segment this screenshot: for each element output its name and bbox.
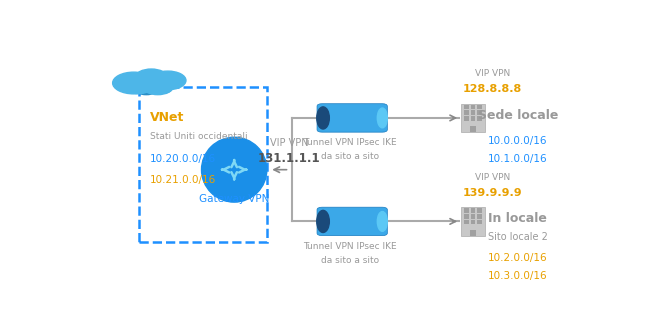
Text: 128.8.8.8: 128.8.8.8 bbox=[463, 84, 522, 94]
Ellipse shape bbox=[317, 210, 329, 233]
Text: In locale: In locale bbox=[489, 212, 548, 225]
Text: 10.21.0.0/16: 10.21.0.0/16 bbox=[150, 175, 216, 185]
Bar bbox=[477, 116, 481, 121]
Circle shape bbox=[126, 80, 152, 94]
Text: 10.3.0.0/16: 10.3.0.0/16 bbox=[488, 271, 548, 281]
Bar bbox=[461, 104, 485, 132]
FancyBboxPatch shape bbox=[317, 104, 388, 132]
Text: VIP VPN: VIP VPN bbox=[475, 70, 511, 78]
Bar bbox=[470, 208, 475, 213]
Bar bbox=[470, 230, 476, 236]
Text: VIP VPN: VIP VPN bbox=[270, 137, 308, 148]
Bar bbox=[477, 214, 481, 219]
Text: Tunnel VPN IPsec IKE: Tunnel VPN IPsec IKE bbox=[303, 242, 397, 251]
Text: 139.9.9.9: 139.9.9.9 bbox=[463, 188, 523, 198]
Bar bbox=[470, 111, 475, 115]
Bar bbox=[464, 105, 469, 110]
Bar bbox=[461, 207, 485, 236]
Circle shape bbox=[143, 79, 173, 95]
Text: Sede locale: Sede locale bbox=[478, 109, 558, 122]
Ellipse shape bbox=[202, 137, 267, 202]
Circle shape bbox=[135, 69, 167, 86]
Bar bbox=[464, 220, 469, 224]
Bar bbox=[470, 126, 476, 132]
Text: VIP VPN: VIP VPN bbox=[475, 173, 511, 182]
Text: Stati Uniti occidentali: Stati Uniti occidentali bbox=[150, 132, 248, 140]
Bar bbox=[470, 105, 475, 110]
Text: Gateway VPN: Gateway VPN bbox=[199, 195, 270, 204]
Bar bbox=[470, 116, 475, 121]
Text: da sito a sito: da sito a sito bbox=[321, 152, 378, 161]
Circle shape bbox=[113, 72, 155, 94]
Text: Tunnel VPN IPsec IKE: Tunnel VPN IPsec IKE bbox=[303, 138, 397, 147]
Bar bbox=[477, 111, 481, 115]
Text: 10.2.0.0/16: 10.2.0.0/16 bbox=[488, 253, 548, 263]
Text: 131.1.1.1: 131.1.1.1 bbox=[258, 152, 321, 165]
Circle shape bbox=[150, 82, 172, 93]
Bar bbox=[477, 208, 481, 213]
Bar bbox=[464, 116, 469, 121]
Circle shape bbox=[133, 82, 159, 95]
Bar bbox=[477, 220, 481, 224]
Ellipse shape bbox=[377, 212, 388, 231]
Ellipse shape bbox=[317, 107, 329, 129]
Ellipse shape bbox=[377, 108, 388, 128]
Bar bbox=[470, 214, 475, 219]
Text: Sito locale 2: Sito locale 2 bbox=[488, 232, 548, 242]
Text: 10.1.0.0/16: 10.1.0.0/16 bbox=[488, 154, 548, 164]
Bar bbox=[464, 214, 469, 219]
Text: da sito a sito: da sito a sito bbox=[321, 256, 378, 265]
Bar bbox=[464, 111, 469, 115]
FancyBboxPatch shape bbox=[317, 207, 388, 236]
Circle shape bbox=[150, 71, 186, 90]
Text: 10.20.0.0/16: 10.20.0.0/16 bbox=[150, 154, 216, 164]
Text: VNet: VNet bbox=[150, 112, 184, 124]
Bar bbox=[470, 220, 475, 224]
Bar bbox=[464, 208, 469, 213]
Text: 10.0.0.0/16: 10.0.0.0/16 bbox=[488, 136, 548, 146]
Bar bbox=[477, 105, 481, 110]
